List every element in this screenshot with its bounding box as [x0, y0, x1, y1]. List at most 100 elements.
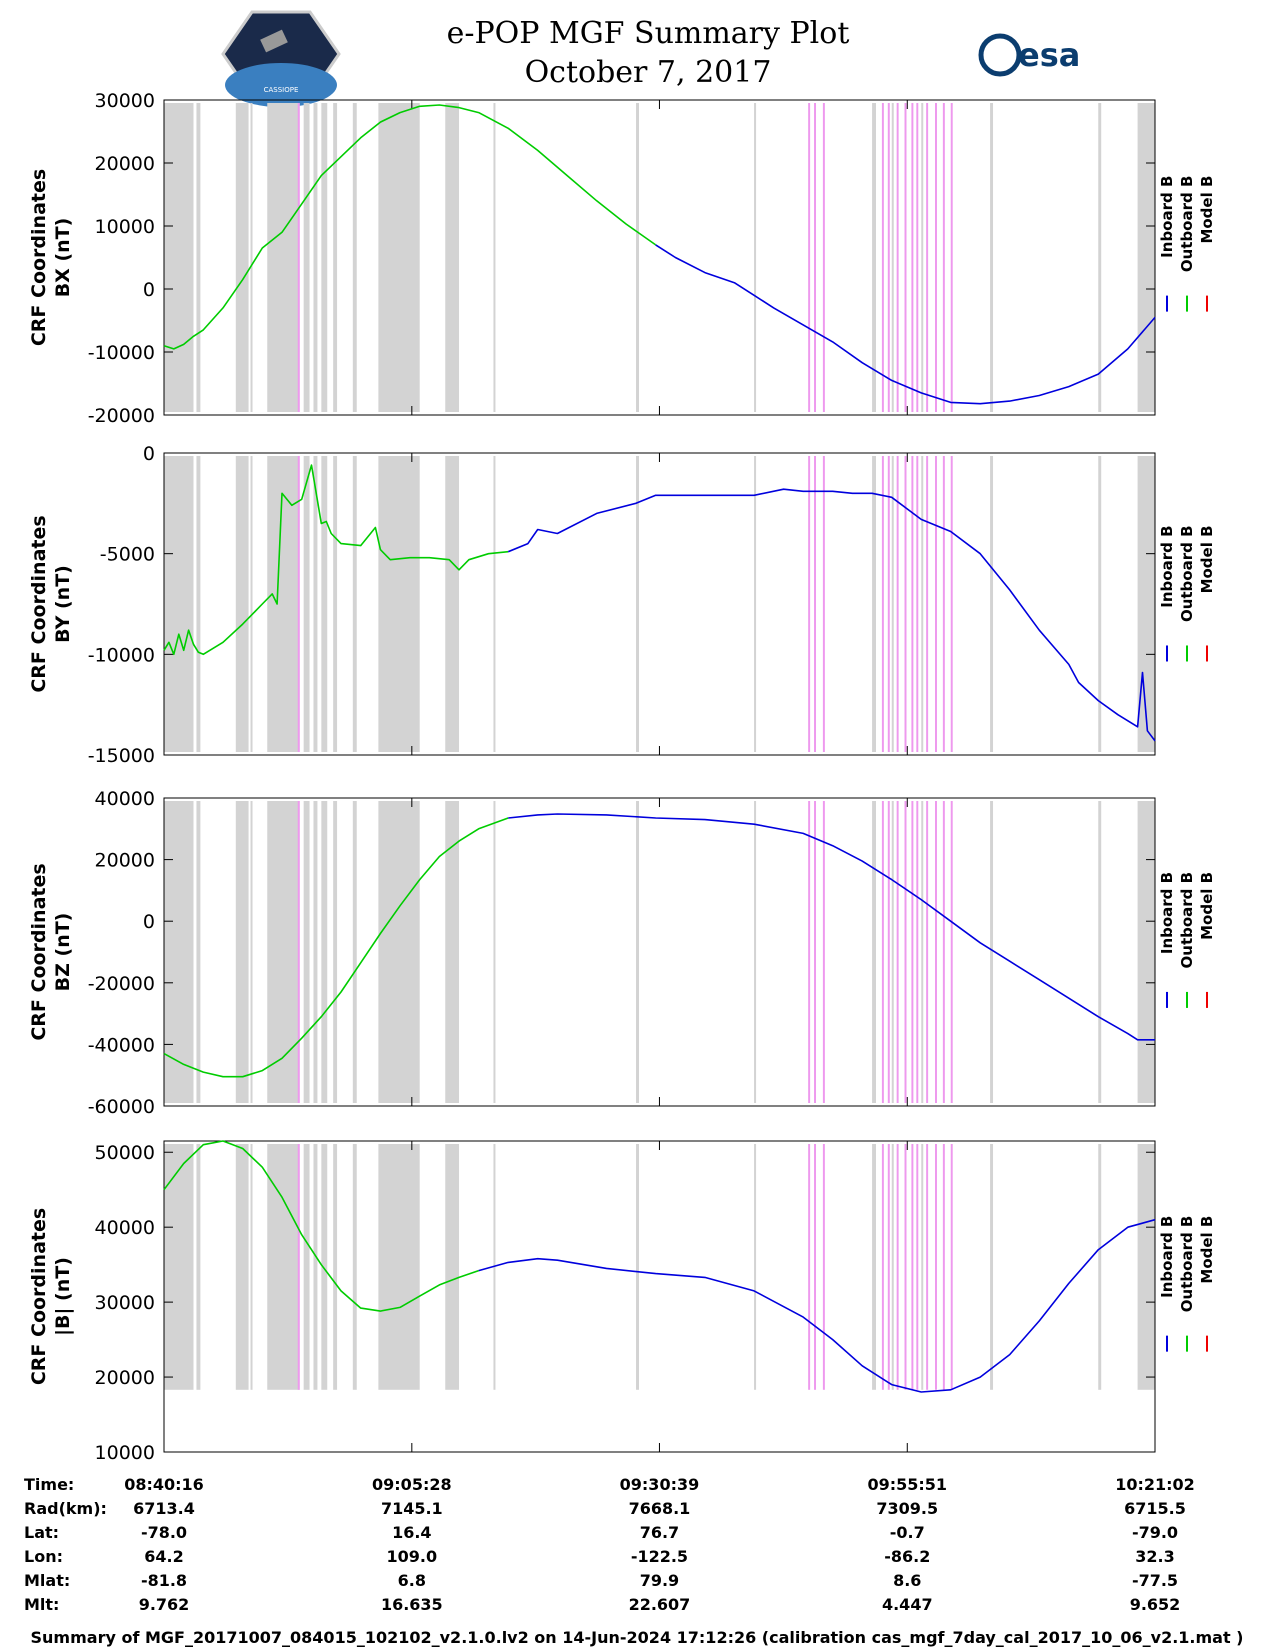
data-gap-gray — [754, 801, 757, 1103]
orbit-cell: 7309.5 — [876, 1499, 938, 1518]
data-gap-gray — [196, 103, 201, 412]
data-gap-pink — [904, 456, 907, 752]
series-line-inboard-b — [655, 244, 1156, 405]
axes-box — [163, 452, 1156, 756]
legend-label: Outboard B — [1178, 872, 1196, 969]
data-gap-gray — [196, 456, 201, 752]
data-gap-gray — [313, 1144, 318, 1390]
data-gap-gray — [352, 456, 357, 752]
data-gap-gray — [313, 456, 318, 752]
y-tick-label: 10000 — [95, 1442, 155, 1464]
data-gap-gray — [1098, 1144, 1102, 1390]
orbit-row-label: Time: — [24, 1475, 74, 1494]
data-gap-gray — [445, 456, 460, 752]
orbit-cell: -79.0 — [1132, 1523, 1178, 1542]
data-gap-gray — [333, 456, 338, 752]
legend-label: Inboard B — [1158, 525, 1176, 607]
data-gap-pink — [814, 1144, 817, 1390]
orbit-cell: 9.652 — [1130, 1595, 1181, 1614]
data-gap-gray — [754, 456, 757, 752]
data-gap-pink — [911, 1144, 914, 1390]
axes-box — [163, 1140, 1156, 1453]
data-gap-gray — [303, 1144, 310, 1390]
panels: -20000 -10000 0 10000 20000 30000 CRF Coordina… — [28, 90, 1216, 1464]
data-gap-gray — [378, 1144, 420, 1390]
data-gap-gray — [378, 456, 420, 752]
orbit-cell: -81.8 — [141, 1571, 187, 1590]
data-gap-pink — [904, 103, 907, 412]
data-gap-pink — [935, 103, 937, 412]
satellite-shape — [260, 29, 288, 53]
data-gap-gray — [990, 456, 994, 752]
data-gap-pink — [896, 1144, 899, 1390]
y-axis-label-line1: CRF Coordinates — [28, 169, 50, 346]
data-gap-pink — [822, 103, 825, 412]
data-gap-gray — [235, 103, 249, 412]
data-gap-gray — [921, 1144, 924, 1390]
orbit-cell: 09:55:51 — [867, 1475, 947, 1494]
data-gap-gray — [636, 1144, 639, 1390]
legend-label: Model B — [1198, 872, 1216, 940]
data-gap-gray — [321, 103, 328, 412]
data-gap-gray — [754, 1144, 757, 1390]
data-gap-gray — [1098, 103, 1102, 412]
data-gap-gray — [990, 801, 994, 1103]
axes-box — [163, 797, 1156, 1107]
y-axis-label: CRF Coordinates BZ (nT) — [28, 863, 74, 1040]
orbit-cell: 79.9 — [640, 1571, 679, 1590]
data-gap-pink — [926, 456, 929, 752]
data-gap-pink — [926, 1144, 929, 1390]
y-axis-label-line2: BZ (nT) — [52, 913, 74, 992]
y-tick-label: -10000 — [88, 644, 155, 666]
y-axis-label-line1: CRF Coordinates — [28, 1208, 50, 1385]
data-gap-pink — [904, 801, 907, 1103]
cassiope-logo-text: CASSIOPE — [264, 86, 299, 94]
title-line2: October 7, 2017 — [525, 55, 772, 90]
data-gap-gray — [445, 801, 460, 1103]
panel-3: -60000 -40000 -20000 0 20000 40000 CRF Coordin… — [28, 788, 1216, 1118]
data-gap-pink — [904, 1144, 907, 1390]
data-gap-pink — [926, 801, 929, 1103]
panel-2: -15000 -10000 -5000 0 CRF Coordinates BY (nT)… — [28, 443, 1216, 767]
data-gap-gray — [333, 103, 338, 412]
legend-label: Outboard B — [1178, 1216, 1196, 1313]
axes-box — [163, 99, 1156, 416]
esa-logo-emblem — [978, 33, 1022, 77]
data-gap-pink — [916, 1144, 919, 1390]
data-gap-pink — [942, 103, 945, 412]
data-gap-gray — [164, 103, 194, 412]
data-gap-gray — [1098, 456, 1102, 752]
y-tick-label: 30000 — [95, 1292, 155, 1314]
data-gap-gray — [235, 801, 249, 1103]
data-gap-pink — [916, 456, 919, 752]
data-gap-pink — [808, 1144, 811, 1390]
orbit-cell: 22.607 — [629, 1595, 691, 1614]
orbit-row-label: Mlt: — [24, 1595, 59, 1614]
data-gap-gray — [1098, 801, 1102, 1103]
data-gap-gray — [333, 1144, 338, 1390]
data-gap-gray — [321, 456, 328, 752]
orbit-cell: 76.7 — [640, 1523, 679, 1542]
y-tick-label: 0 — [143, 911, 155, 933]
data-gap-pink — [896, 801, 899, 1103]
data-gap-pink — [911, 103, 914, 412]
y-axis-label-line1: CRF Coordinates — [28, 863, 50, 1040]
data-gap-pink — [881, 801, 884, 1103]
y-tick-label: -60000 — [88, 1096, 155, 1118]
y-axis-label: CRF Coordinates BX (nT) — [28, 169, 74, 346]
y-axis-label-line2: |B| (nT) — [52, 1257, 74, 1336]
y-tick-label: -40000 — [88, 1034, 155, 1056]
orbit-table: Time: Rad(km): Lat: Lon: Mlat: Mlt: 08:40:16 67… — [24, 1475, 1195, 1614]
data-gap-gray — [352, 1144, 357, 1390]
data-gap-gray — [921, 801, 924, 1103]
data-gap-gray — [303, 456, 310, 752]
y-tick-label: 10000 — [95, 216, 155, 238]
data-gap-gray — [267, 103, 300, 412]
orbit-cell: -78.0 — [141, 1523, 187, 1542]
data-gap-gray — [891, 103, 894, 412]
data-gap-gray — [196, 1144, 201, 1390]
data-gap-gray — [990, 1144, 994, 1390]
data-gap-gray — [196, 801, 201, 1103]
title-line1: e-POP MGF Summary Plot — [447, 16, 850, 51]
orbit-row-label: Lon: — [24, 1547, 63, 1566]
